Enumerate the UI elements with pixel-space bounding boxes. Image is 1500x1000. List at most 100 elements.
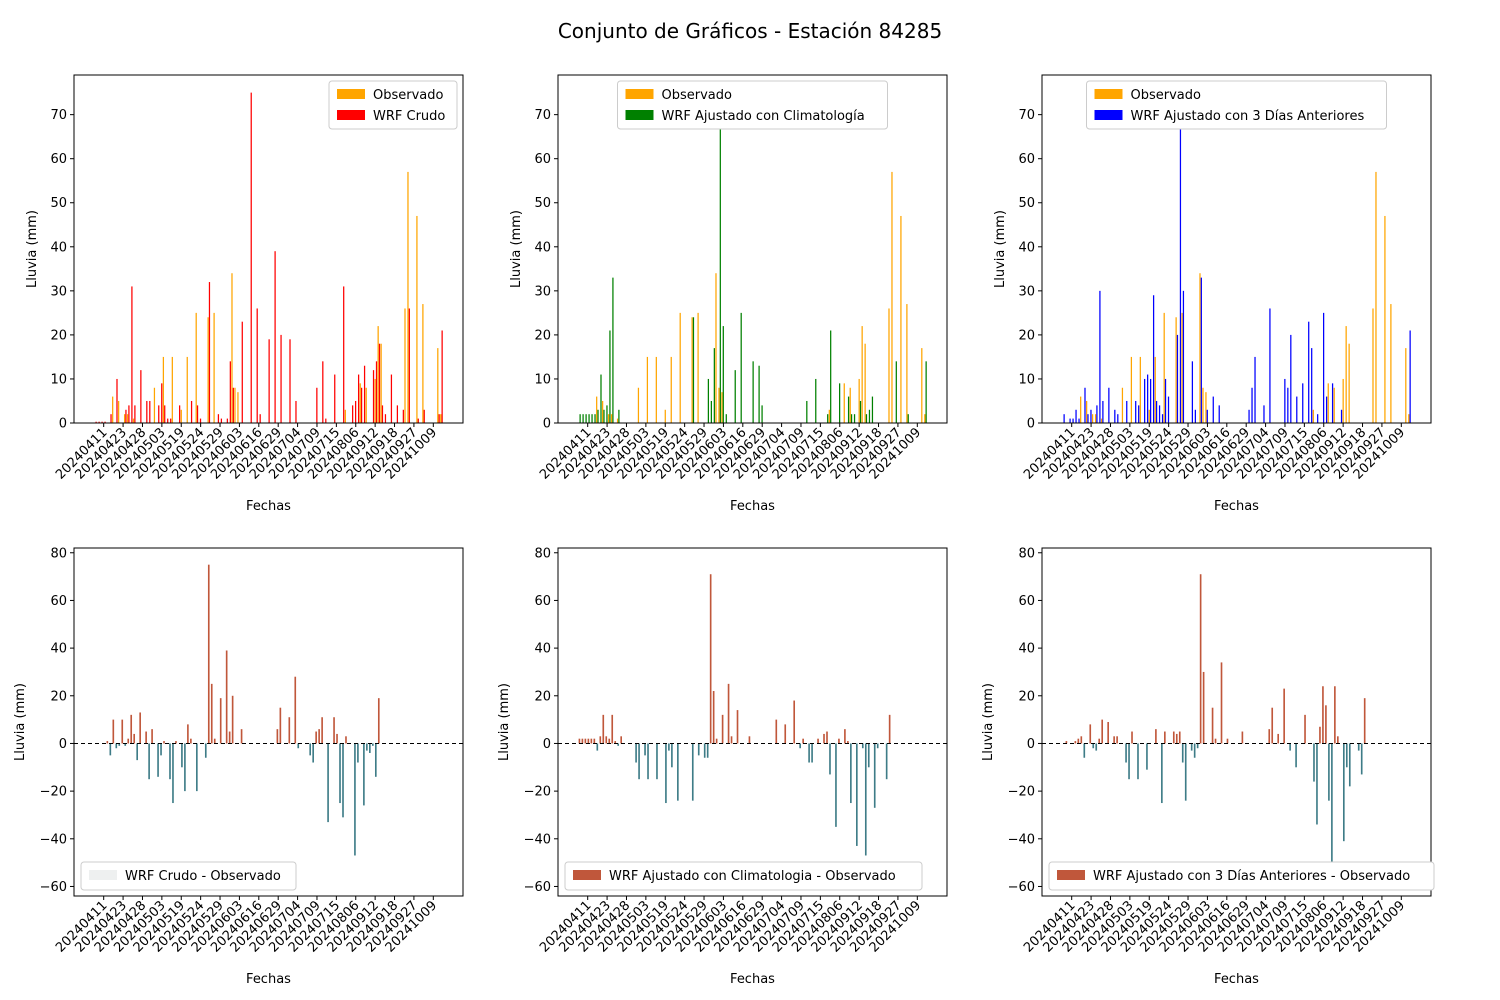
bar-anomaly [1271,707,1274,744]
bar-model [1063,414,1065,423]
bar-anomaly [1199,574,1202,744]
bar-observado [1091,414,1094,423]
bar-observado [849,387,851,423]
bar-model [1323,312,1325,423]
bar-model [1117,414,1119,423]
bar-model [1200,277,1202,423]
legend-box [564,861,923,891]
bar-observado [404,308,406,423]
bar-anomaly [608,738,611,744]
bar-anomaly [1289,743,1291,751]
legend-box [617,80,888,130]
y-tick-label: 20 [50,328,67,343]
bar-anomaly [748,736,751,744]
bar-model [871,396,874,423]
x-axis-label: Fechas [246,972,291,987]
bar-anomaly [1125,743,1127,763]
bar-anomaly [1161,743,1163,804]
y-tick-label: 50 [534,196,551,211]
bar-anomaly [1304,714,1306,744]
bar-anomaly [876,743,879,749]
bar-model [140,370,142,423]
bar-anomaly [160,743,162,756]
bar-model [104,421,106,423]
bar-anomaly [288,717,291,744]
legend-swatch [337,110,365,120]
bar-model [363,365,366,423]
bar-anomaly [240,729,243,744]
bar-anomaly [336,733,338,744]
bar-anomaly [127,738,130,744]
bar-observado [715,273,717,423]
bar-model [850,414,853,423]
bar-anomaly [1101,719,1104,744]
bar-observado [1333,387,1335,423]
bar-observado [1345,326,1347,423]
bar-observado [1086,400,1088,423]
bar-anomaly [873,743,876,808]
y-tick-label: 10 [1018,372,1035,387]
bar-anomaly [1345,743,1348,768]
bar-anomaly [587,738,590,744]
bar-anomaly [635,743,637,763]
bar-model [1075,409,1077,423]
bar-model [895,361,897,423]
bar-anomaly [124,743,127,746]
bar-model [164,405,166,423]
bar-anomaly [1095,743,1098,751]
legend-swatch [573,870,601,880]
bar-model [1340,409,1343,423]
bar-model [582,414,584,423]
bar-model [1263,405,1265,423]
bar-anomaly [342,743,344,818]
bar-anomaly [1357,743,1360,751]
bar-observado [234,387,236,423]
bar-anomaly [279,707,282,744]
bar-anomaly [578,738,581,744]
bar-observado [123,414,126,423]
bar-model [597,409,599,423]
bar-observado [602,400,604,423]
bar-anomaly [1131,731,1133,744]
bar-observado [670,356,672,423]
bar-anomaly [721,714,724,744]
bar-observado [1205,392,1207,423]
bar-anomaly [333,717,335,744]
axes-frame [1041,74,1432,424]
bar-model [603,409,605,423]
bar-anomaly [665,743,667,804]
bar-model [179,405,181,423]
legend: Observado WRF Crudo [328,80,458,130]
bar-anomaly [856,743,858,846]
chart-panel-6: −60−40−200204060802024041120240423202404… [981,546,1435,987]
bar-anomaly [614,741,617,744]
bar-model [1325,396,1328,423]
bar-anomaly [112,719,115,744]
bar-model [1069,418,1071,423]
bar-anomaly [106,741,109,744]
y-tick-label: 40 [50,642,67,657]
y-tick-label: 0 [1027,737,1035,752]
y-tick-label: 80 [50,546,67,561]
bar-anomaly [888,714,891,744]
y-tick-label: −60 [40,880,67,895]
bar-model [1152,295,1155,423]
bar-model [1287,387,1289,423]
bar-anomaly [584,738,587,744]
bar-anomaly [1360,743,1363,775]
bar-anomaly [715,738,718,744]
bar-model [1090,409,1092,423]
bar-anomaly [145,731,147,744]
bar-anomaly [1074,741,1077,744]
bar-model [865,414,868,423]
bar-model [1102,400,1104,423]
bar-model [1176,334,1179,423]
legend-swatch [1094,110,1123,120]
bar-model [343,286,345,423]
y-tick-label: 70 [50,108,67,123]
bar-anomaly [596,743,599,751]
bar-model [396,405,399,423]
chart-panel-4: −60−40−200204060802024041120240423202404… [13,546,464,987]
bar-anomaly [1283,688,1285,744]
bar-anomaly [196,743,198,792]
